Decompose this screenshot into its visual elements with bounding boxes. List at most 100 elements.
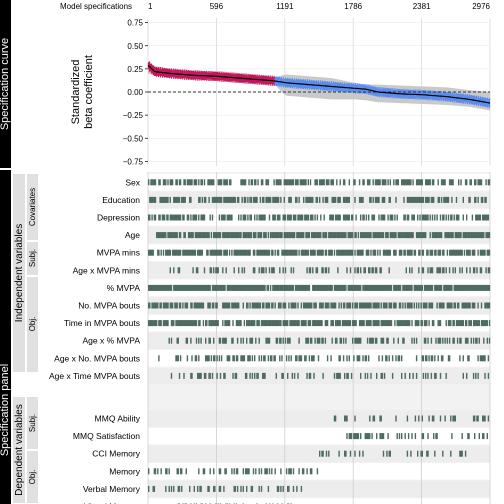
spec-mark	[220, 355, 223, 362]
spec-mark	[350, 232, 353, 239]
spec-mark	[353, 355, 355, 362]
spec-mark	[460, 337, 462, 344]
spec-mark	[485, 302, 487, 309]
spec-mark	[201, 214, 203, 221]
spec-mark	[385, 179, 387, 186]
spec-mark	[192, 232, 194, 239]
spec-mark	[185, 249, 187, 256]
spec-mark	[336, 284, 338, 291]
spec-mark	[431, 415, 434, 422]
spec-mark	[207, 249, 209, 256]
spec-mark	[388, 284, 390, 291]
spec-mark	[362, 284, 364, 291]
spec-mark	[365, 320, 368, 327]
spec-mark	[170, 320, 173, 327]
spec-mark	[403, 320, 405, 327]
spec-mark	[288, 249, 290, 256]
spec-mark	[332, 320, 334, 327]
spec-mark	[263, 372, 265, 379]
spec-mark	[296, 179, 298, 186]
spec-mark	[395, 302, 397, 309]
spec-mark	[360, 302, 362, 309]
spec-mark	[184, 302, 186, 309]
spec-mark	[267, 337, 270, 344]
spec-mark	[257, 232, 259, 239]
spec-mark	[464, 337, 467, 344]
spec-mark	[377, 302, 379, 309]
spec-mark	[243, 232, 246, 239]
spec-mark	[444, 415, 446, 422]
spec-mark	[236, 485, 239, 492]
spec-mark	[467, 337, 469, 344]
spec-mark	[205, 232, 207, 239]
spec-mark	[264, 284, 266, 291]
spec-mark	[258, 485, 260, 492]
spec-mark	[256, 302, 258, 309]
spec-mark	[241, 179, 243, 186]
spec-mark	[383, 284, 386, 291]
spec-mark	[482, 249, 484, 256]
spec-mark	[458, 179, 460, 186]
spec-mark	[454, 302, 456, 309]
spec-mark	[450, 214, 452, 221]
spec-mark	[222, 302, 224, 309]
spec-mark	[439, 415, 442, 422]
spec-mark	[313, 232, 315, 239]
spec-mark	[421, 249, 423, 256]
spec-mark	[468, 355, 470, 362]
spec-mark	[407, 249, 410, 256]
spec-mark	[444, 284, 446, 291]
spec-mark	[176, 355, 178, 362]
spec-mark	[285, 249, 288, 256]
spec-mark	[231, 249, 233, 256]
spec-mark	[272, 267, 274, 274]
spec-mark	[234, 232, 236, 239]
spec-mark	[301, 214, 304, 221]
spec-mark	[387, 433, 389, 440]
spec-mark	[463, 232, 466, 239]
spec-mark	[258, 320, 260, 327]
spec-mark	[418, 284, 420, 291]
spec-mark	[309, 214, 312, 221]
spec-mark	[352, 337, 354, 344]
spec-mark	[169, 267, 171, 274]
spec-mark	[451, 284, 453, 291]
spec-mark	[190, 284, 192, 291]
spec-mark	[256, 249, 258, 256]
spec-mark	[484, 302, 486, 309]
spec-mark	[308, 196, 311, 203]
spec-mark	[480, 179, 483, 186]
spec-mark	[381, 232, 384, 239]
spec-mark	[159, 196, 161, 203]
spec-mark	[382, 284, 385, 291]
spec-mark	[179, 320, 182, 327]
spec-mark	[366, 433, 369, 440]
spec-mark	[466, 179, 468, 186]
spec-mark	[202, 468, 205, 475]
spec-mark	[336, 179, 338, 186]
spec-mark	[275, 337, 277, 344]
spec-mark	[368, 355, 370, 362]
spec-mark	[218, 485, 221, 492]
spec-mark	[187, 249, 190, 256]
spec-mark	[197, 302, 199, 309]
spec-mark	[240, 249, 242, 256]
spec-mark	[348, 249, 350, 256]
spec-mark	[346, 433, 348, 440]
spec-mark	[283, 302, 285, 309]
spec-mark	[354, 179, 356, 186]
spec-mark	[186, 284, 189, 291]
spec-mark	[448, 249, 451, 256]
spec-mark	[225, 232, 227, 239]
spec-panel-strip	[0, 170, 11, 504]
spec-mark	[475, 196, 477, 203]
spec-mark	[207, 232, 209, 239]
spec-mark	[380, 302, 382, 309]
spec-mark	[268, 337, 271, 344]
spec-row-background	[148, 367, 490, 385]
spec-mark	[218, 179, 221, 186]
group-label-independent: Independent variables	[14, 224, 25, 322]
spec-mark	[417, 320, 419, 327]
x-axis-title: Model specifications	[60, 2, 132, 11]
spec-mark	[368, 433, 370, 440]
